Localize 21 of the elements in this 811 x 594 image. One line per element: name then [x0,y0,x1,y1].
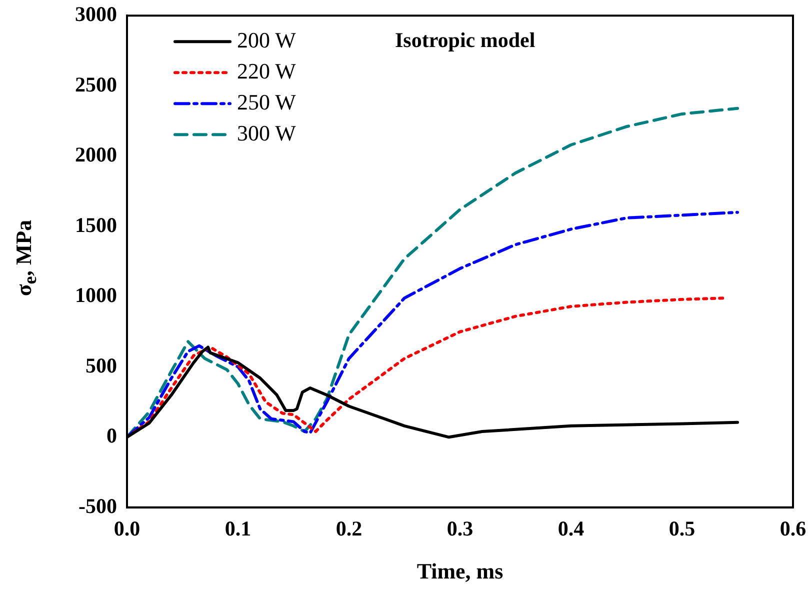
annotation: Isotropic model [395,28,536,52]
y-tick-label: 3000 [75,2,117,26]
y-tick-label: 1500 [75,212,117,237]
y-tick-label: 2000 [75,142,117,167]
x-tick-label: 0.0 [114,516,140,540]
y-tick-label: 500 [86,353,117,378]
y-tick-label: 2500 [75,72,117,96]
legend-label: 300 W [237,120,296,146]
legend-label: 250 W [237,89,296,114]
y-tick-label: 0 [106,424,117,448]
x-tick-label: 0.3 [446,516,474,540]
x-tick-label: 0.6 [780,516,806,540]
x-tick-label: 0.2 [336,516,362,540]
x-tick-label: 0.4 [558,516,585,540]
x-tick-label: 0.5 [668,516,696,540]
x-axis-title: Time, ms [416,558,504,584]
y-tick-label: 1000 [75,283,117,308]
y-tick-label: -500 [78,494,117,518]
legend-label: 220 W [237,58,296,84]
legend-label: 200 W [237,27,296,52]
x-tick-label: 0.1 [224,516,252,540]
